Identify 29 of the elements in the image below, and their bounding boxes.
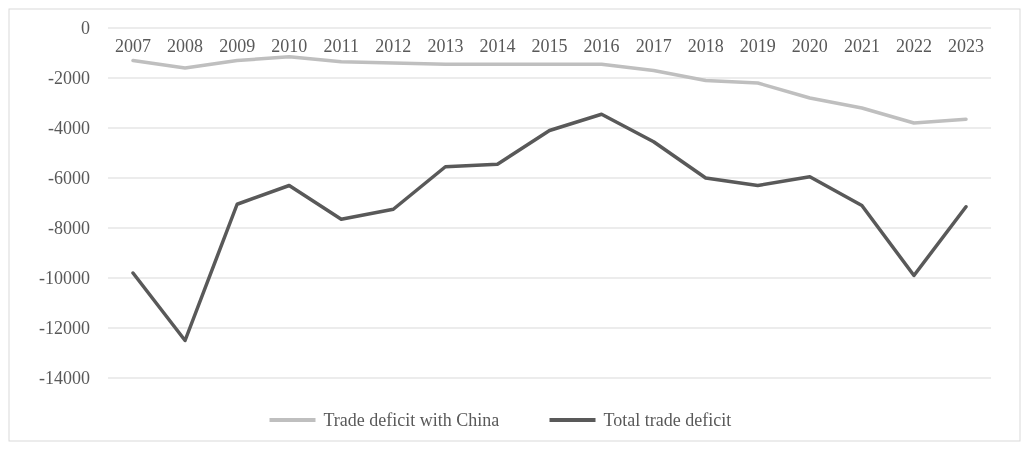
x-tick-label: 2010 xyxy=(271,36,308,56)
x-tick-label: 2018 xyxy=(687,36,724,56)
y-tick-label: -12000 xyxy=(39,318,90,339)
x-tick-label: 2017 xyxy=(635,36,672,56)
legend-label: Trade deficit with China xyxy=(323,410,500,431)
x-tick-label: 2016 xyxy=(583,36,620,56)
y-tick-label: -14000 xyxy=(39,368,90,389)
x-tick-label: 2022 xyxy=(895,36,932,56)
line-series xyxy=(131,112,968,343)
x-tick-label: 2007 xyxy=(115,36,151,56)
x-tick-label: 2023 xyxy=(948,36,984,56)
line-series xyxy=(131,55,968,125)
x-tick-label: 2013 xyxy=(427,36,464,56)
y-tick-label: -10000 xyxy=(39,268,90,289)
x-tick-label: 2021 xyxy=(843,36,880,56)
y-tick-label: -8000 xyxy=(48,218,90,239)
x-tick-label: 2011 xyxy=(323,36,359,56)
y-tick-label: -4000 xyxy=(48,118,90,139)
x-tick-label: 2020 xyxy=(791,36,828,56)
x-tick-label: 2019 xyxy=(739,36,776,56)
legend-label: Total trade deficit xyxy=(603,410,732,431)
y-tick-label: -2000 xyxy=(48,68,90,89)
x-tick-label: 2009 xyxy=(219,36,256,56)
x-tick-label: 2012 xyxy=(375,36,412,56)
x-tick-label: 2014 xyxy=(479,36,516,56)
y-tick-label: 0 xyxy=(81,18,90,39)
x-tick-label: 2015 xyxy=(531,36,568,56)
y-tick-label: -6000 xyxy=(48,168,90,189)
x-tick-label: 2008 xyxy=(167,36,204,56)
